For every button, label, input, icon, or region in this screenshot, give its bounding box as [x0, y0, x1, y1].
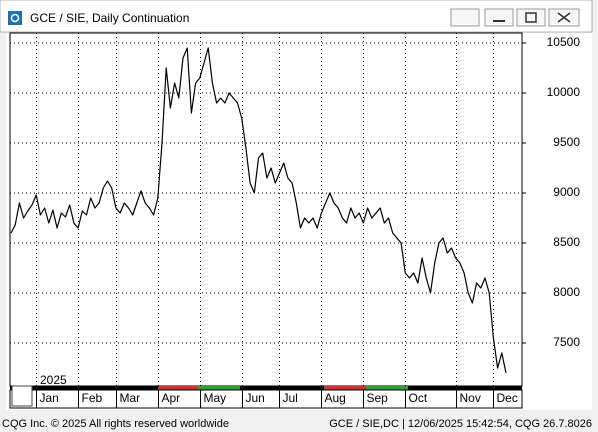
x-tick-label: Nov: [460, 391, 481, 405]
link-button[interactable]: [450, 8, 480, 27]
x-tick-label: Jun: [246, 391, 265, 405]
x-tick-label: Aug: [325, 391, 346, 405]
price-line: [10, 47, 507, 374]
y-tick-label: 9500: [553, 135, 580, 149]
close-glyph: [557, 12, 571, 23]
minimize-button[interactable]: [484, 8, 514, 27]
maximize-glyph: [525, 12, 537, 23]
y-tick-label: 7500: [553, 335, 580, 349]
app-icon-glyph: [10, 13, 20, 23]
time-band-segment: [198, 386, 240, 390]
y-tick-label: 8500: [553, 235, 580, 249]
year-label: 2025: [40, 373, 67, 387]
x-tick-label: Oct: [409, 391, 428, 405]
time-band-segment: [324, 386, 366, 390]
window-title: GCE / SIE, Daily Continuation: [30, 11, 189, 25]
x-tick-label: Mar: [120, 391, 141, 405]
x-tick-label: Jan: [40, 391, 59, 405]
y-tick-label: 8000: [553, 285, 580, 299]
footer-right: GCE / SIE,DC | 12/06/2025 15:42:54, CQG …: [329, 418, 592, 430]
app-icon: [8, 11, 22, 25]
time-band: [10, 386, 522, 390]
y-tick-label: 10000: [547, 85, 581, 99]
plot-layer: 7500 8000 8500 9000 9500 10000 10500 Jan Feb Mar A…: [10, 33, 580, 408]
scroll-box[interactable]: [11, 385, 33, 407]
x-tick-label: Sep: [367, 391, 389, 405]
y-tick-label: 9000: [553, 185, 580, 199]
x-tick-label: Apr: [162, 391, 181, 405]
plot-area: [9, 32, 523, 387]
time-axis: [9, 389, 523, 409]
x-tick-label: May: [204, 391, 227, 405]
x-tick-label: Jul: [283, 391, 298, 405]
maximize-button[interactable]: [516, 8, 546, 27]
x-tick-label: Dec: [497, 391, 518, 405]
x-tick-label: Feb: [82, 391, 103, 405]
footer-left: CQG Inc. © 2025 All rights reserved worl…: [2, 418, 229, 430]
time-band-segment: [366, 386, 408, 390]
time-band-segment: [158, 386, 198, 390]
y-tick-label: 10500: [547, 35, 581, 49]
